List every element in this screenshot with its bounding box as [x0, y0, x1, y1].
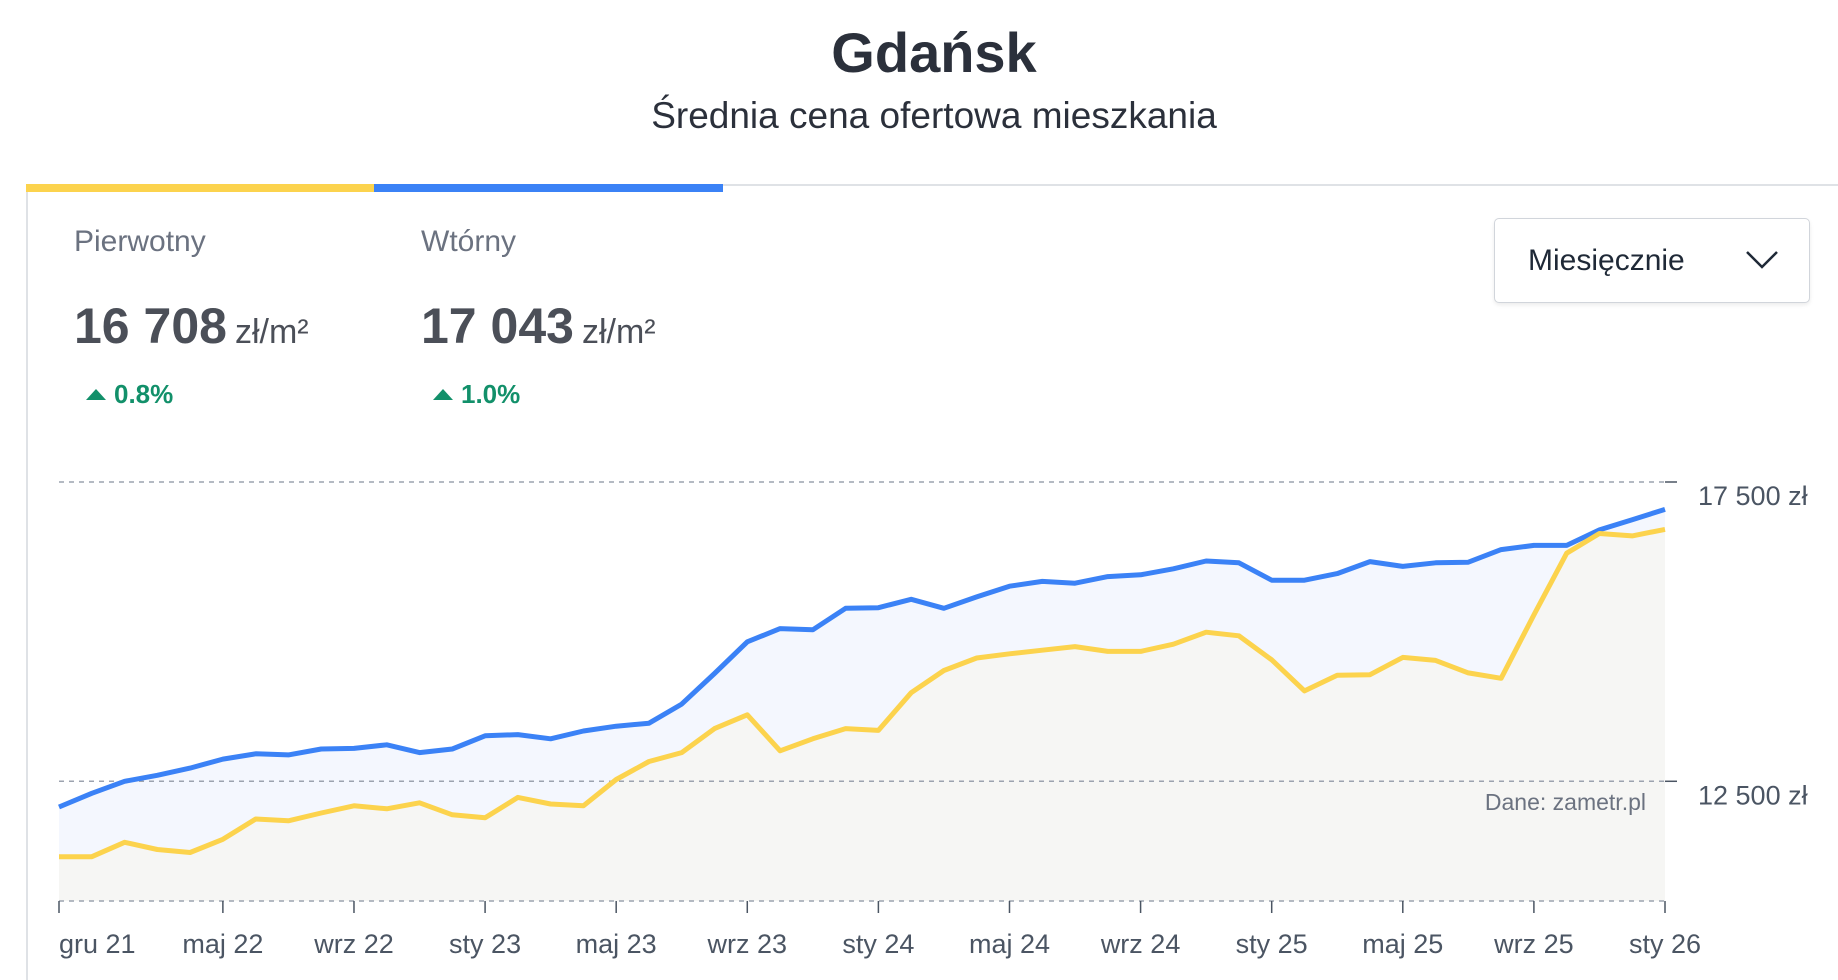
stat-unit: zł/m²	[234, 313, 309, 351]
triangle-up-icon	[86, 389, 106, 400]
stat-wtorny[interactable]: Wtórny 17 043 zł/m² 1.0%	[421, 222, 656, 410]
stat-unit: zł/m²	[581, 313, 656, 351]
tab-indicator-pierwotny[interactable]	[26, 184, 374, 192]
area-pierwotny	[59, 529, 1665, 901]
period-select-value: Miesięcznie	[1528, 243, 1685, 277]
x-tick-label: maj 22	[182, 929, 263, 959]
page-title: Gdańsk	[831, 21, 1037, 84]
stat-change-value: 0.8%	[114, 379, 174, 409]
stat-change: 1.0%	[433, 379, 656, 410]
source-note: Dane: zametr.pl	[1485, 789, 1646, 815]
stat-number: 17 043	[421, 298, 574, 354]
x-tick-label: sty 23	[449, 929, 521, 959]
x-tick-label: maj 24	[969, 929, 1050, 959]
x-tick-label: sty 26	[1629, 929, 1701, 959]
x-tick-label: maj 23	[576, 929, 657, 959]
period-select[interactable]: Miesięcznie	[1494, 218, 1810, 303]
line-wtrny	[58, 507, 1666, 810]
x-tick-label: sty 24	[842, 929, 914, 959]
stat-value: 17 043 zł/m²	[421, 298, 656, 367]
stat-label: Wtórny	[421, 225, 517, 258]
y-tick-label: 17 500 zł	[1698, 481, 1808, 511]
x-tick-label: wrz 24	[1100, 929, 1181, 959]
x-tick-label: sty 25	[1236, 929, 1308, 959]
x-tick-label: wrz 25	[1493, 929, 1574, 959]
stat-label: Pierwotny	[74, 225, 206, 258]
stat-pierwotny[interactable]: Pierwotny 16 708 zł/m² 0.8%	[74, 222, 309, 410]
x-tick-label: wrz 23	[707, 929, 788, 959]
x-tick-label: gru 21	[59, 929, 136, 959]
chart-card	[26, 184, 1838, 980]
chevron-down-icon	[1746, 251, 1778, 269]
stat-change: 0.8%	[86, 379, 309, 410]
stat-number: 16 708	[74, 298, 227, 354]
page-subtitle: Średnia cena ofertowa mieszkania	[651, 95, 1217, 136]
stat-value: 16 708 zł/m²	[74, 298, 309, 367]
line-pierwotny	[59, 526, 1666, 860]
triangle-up-icon	[433, 389, 453, 400]
x-tick-label: wrz 22	[313, 929, 394, 959]
x-tick-label: maj 25	[1362, 929, 1443, 959]
y-tick-label: 12 500 zł	[1698, 780, 1808, 810]
stat-change-value: 1.0%	[461, 379, 521, 409]
tab-indicator-wtorny[interactable]	[374, 184, 723, 192]
